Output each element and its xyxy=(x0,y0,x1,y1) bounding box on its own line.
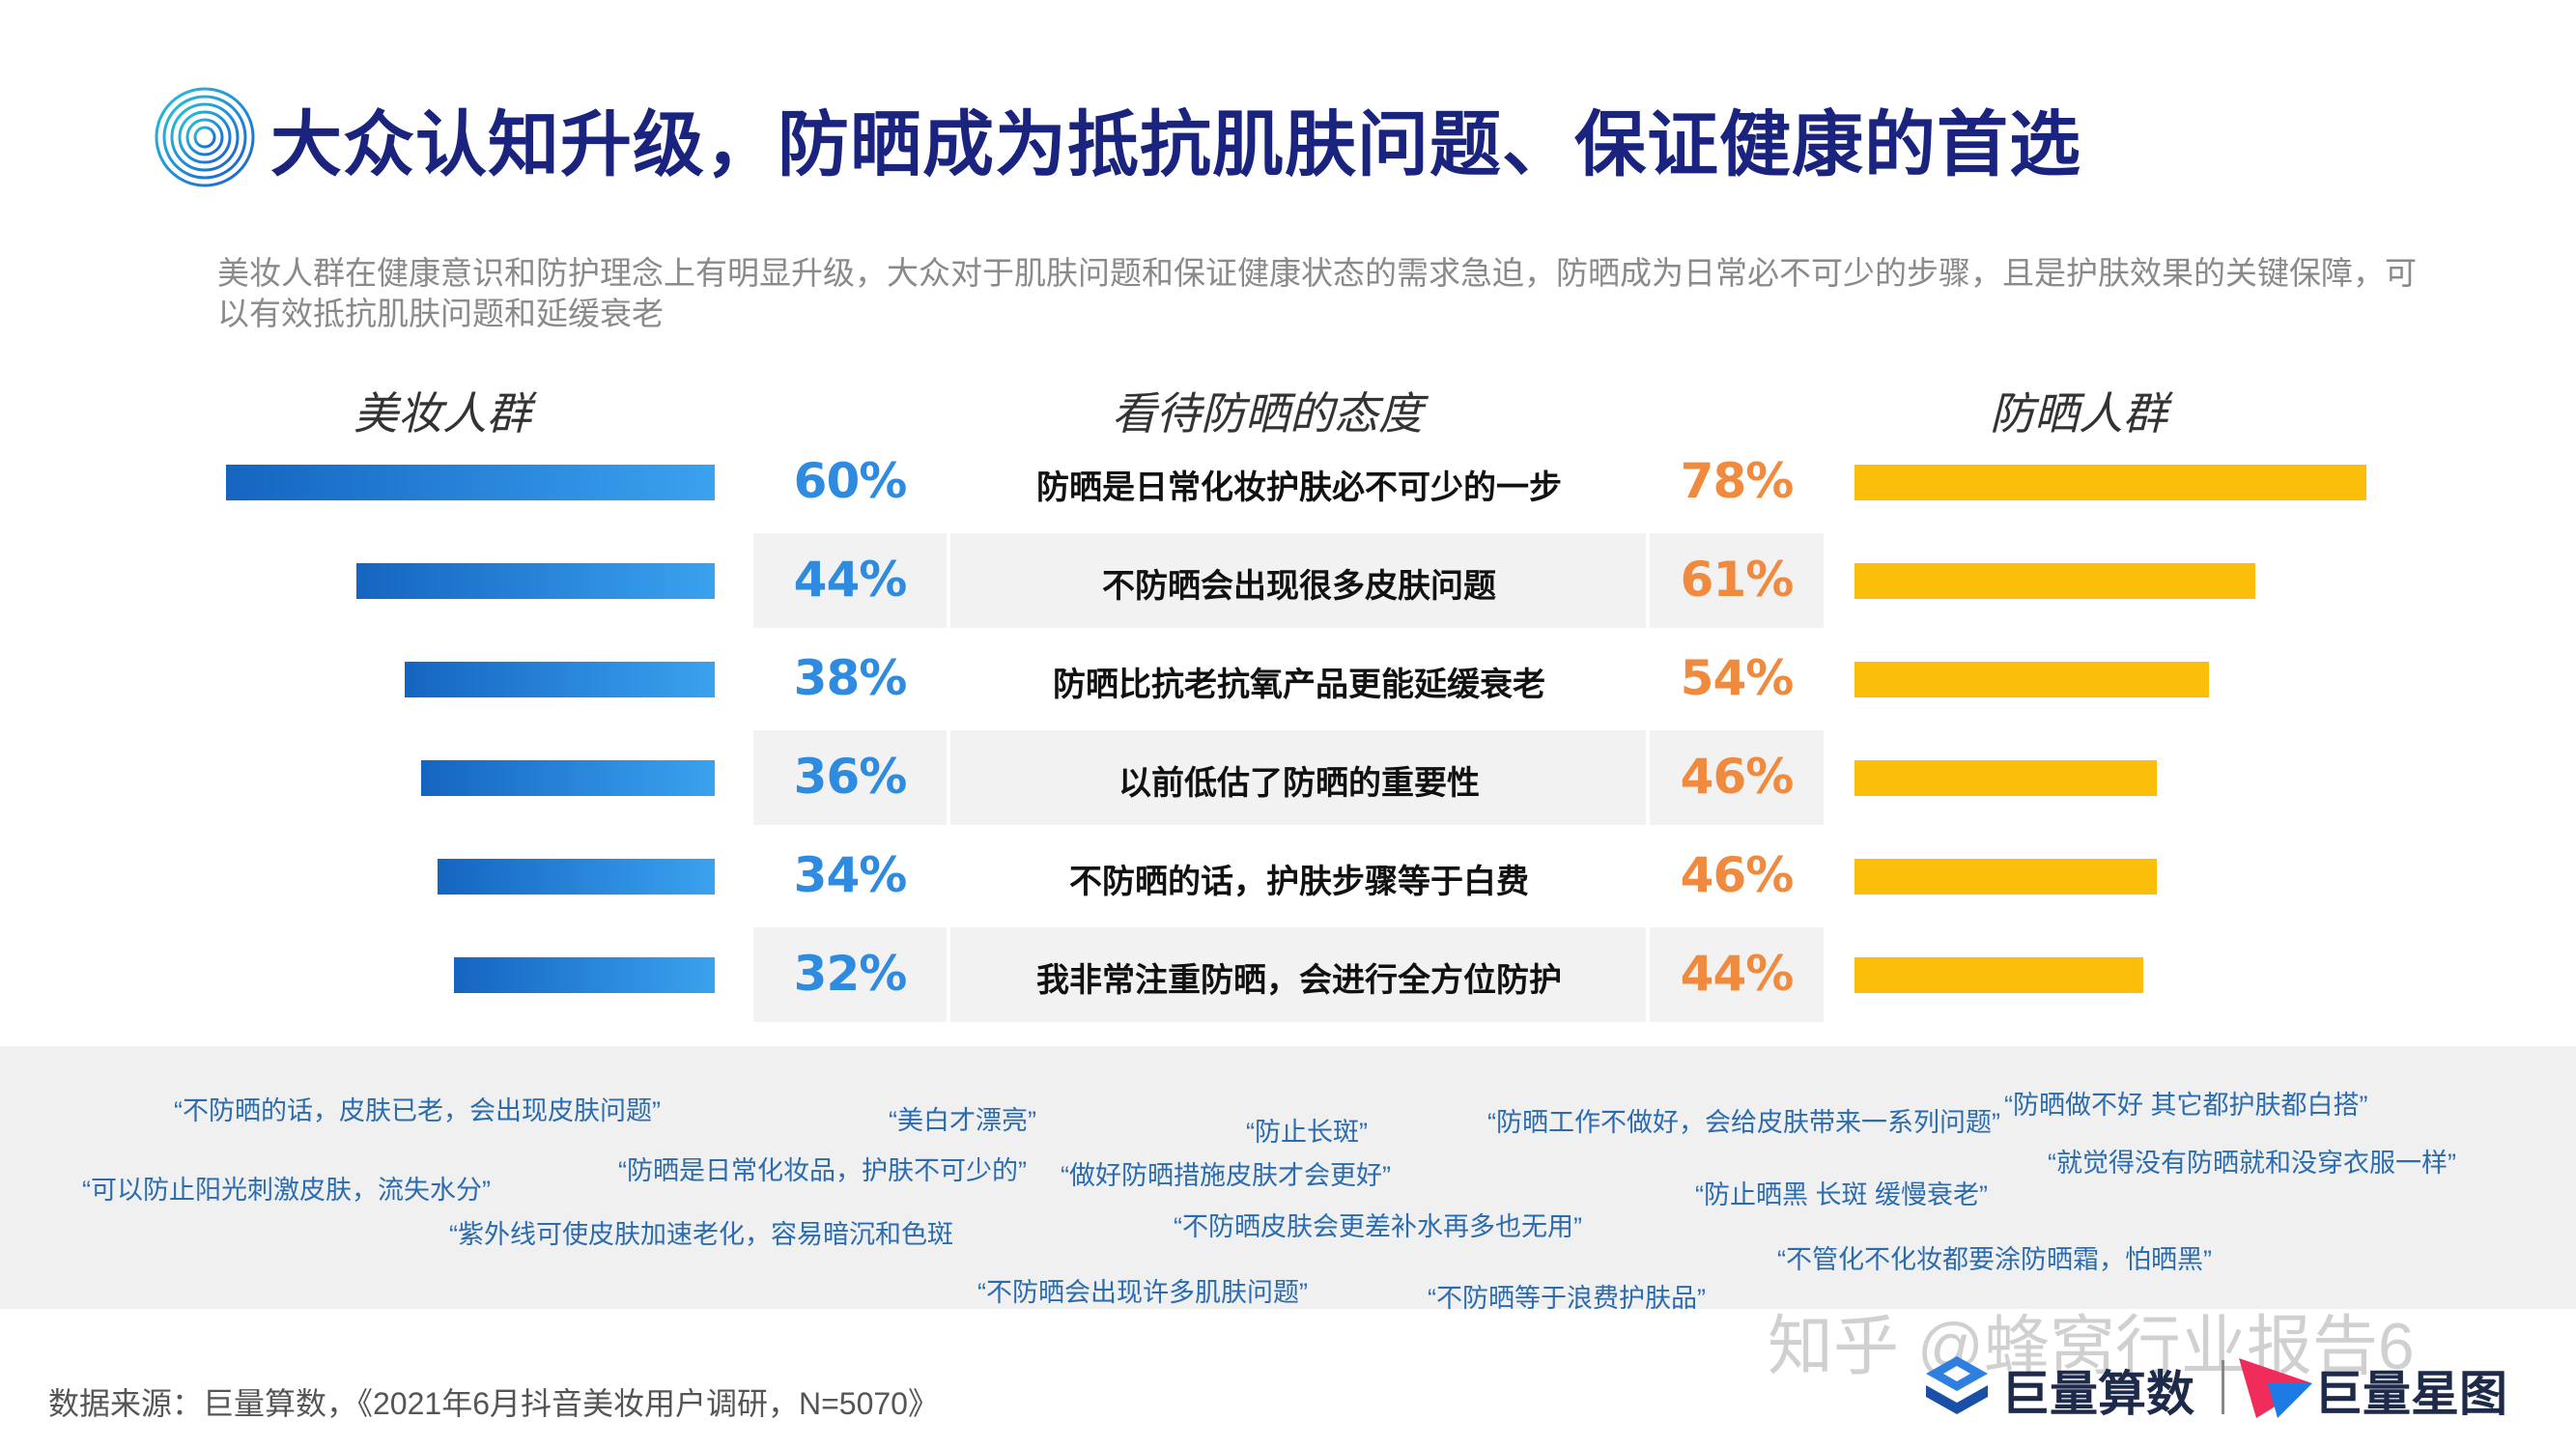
juliang-suanshu-logo-icon xyxy=(1926,1356,1988,1414)
juliang-xingtu-logo-icon xyxy=(2239,1358,2312,1418)
user-quote: “防止晒黑 长斑 缓慢衰老” xyxy=(1695,1180,1988,1209)
row-separator xyxy=(947,533,950,628)
column-header-attitude: 看待防晒的态度 xyxy=(1112,388,1423,439)
user-quote: “不防晒皮肤会更差补水再多也无用” xyxy=(1174,1212,1582,1241)
user-quote: “防晒是日常化妆品，护肤不可少的” xyxy=(618,1156,1027,1185)
bar-sunscreen-users xyxy=(1854,563,2255,599)
bar-beauty-users xyxy=(405,662,715,697)
row-separator xyxy=(1646,533,1650,628)
attitude-statement: 不防晒会出现很多皮肤问题 xyxy=(1102,568,1496,605)
row-background xyxy=(753,927,1824,1022)
page-subtitle: 美妆人群在健康意识和防护理念上有明显升级，大众对于肌肤问题和保证健康状态的需求急… xyxy=(217,255,2417,331)
brand-juliang-suanshu: 巨量算数 xyxy=(2001,1367,2194,1421)
value-label-beauty-users: 32% xyxy=(793,946,908,1002)
attitude-statement: 防晒是日常化妆护肤必不可少的一步 xyxy=(1036,469,1562,506)
concentric-logo-icon xyxy=(155,87,255,187)
row-separator xyxy=(1646,730,1650,825)
attitude-statement: 以前低估了防晒的重要性 xyxy=(1118,765,1480,802)
column-header-sunscreen-users: 防晒人群 xyxy=(1990,388,2167,439)
row-separator xyxy=(947,730,950,825)
user-quote: “防晒工作不做好，会给皮肤带来一系列问题” xyxy=(1487,1108,2000,1137)
user-quote: “防晒做不好 其它都护肤都白搭” xyxy=(2004,1091,2368,1120)
value-label-sunscreen-users: 61% xyxy=(1680,552,1795,608)
value-label-beauty-users: 34% xyxy=(793,847,908,903)
value-label-sunscreen-users: 54% xyxy=(1680,650,1795,706)
user-quote: “紫外线可使皮肤加速老化，容易暗沉和色斑 xyxy=(449,1220,953,1249)
user-quote: “不防晒的话，皮肤已老，会出现皮肤问题” xyxy=(174,1096,661,1125)
row-background xyxy=(753,730,1824,825)
value-label-beauty-users: 38% xyxy=(793,650,908,706)
bar-sunscreen-users xyxy=(1854,662,2210,697)
bar-beauty-users xyxy=(453,957,715,993)
user-quote: “不防晒会出现许多肌肤问题” xyxy=(977,1278,1308,1307)
user-quote: “不防晒等于浪费护肤品” xyxy=(1428,1284,1706,1313)
attitude-statement: 防晒比抗老抗氧产品更能延缓衰老 xyxy=(1053,667,1545,703)
bar-beauty-users xyxy=(355,563,715,599)
bar-beauty-users xyxy=(225,465,715,500)
row-separator xyxy=(947,927,950,1022)
value-label-sunscreen-users: 46% xyxy=(1680,749,1795,805)
column-header-beauty-users: 美妆人群 xyxy=(354,388,531,439)
bar-beauty-users xyxy=(421,760,715,796)
bar-sunscreen-users xyxy=(1854,465,2367,500)
user-quote: “美白才漂亮” xyxy=(889,1106,1036,1135)
value-label-sunscreen-users: 46% xyxy=(1680,847,1795,903)
bar-sunscreen-users xyxy=(1854,957,2144,993)
user-quote: “做好防晒措施皮肤才会更好” xyxy=(1061,1161,1391,1190)
user-quote: “就觉得没有防晒就和没穿衣服一样” xyxy=(2048,1149,2456,1178)
bar-beauty-users xyxy=(438,859,715,895)
bar-sunscreen-users xyxy=(1854,760,2157,796)
attitude-statement: 我非常注重防晒，会进行全方位防护 xyxy=(1036,962,1562,999)
bar-sunscreen-users xyxy=(1854,859,2157,895)
user-quote: “可以防止阳光刺激皮肤，流失水分” xyxy=(82,1176,491,1205)
watermark: 知乎 @蜂窝行业报告6 xyxy=(1768,1310,2415,1383)
user-quote: “防止长斑” xyxy=(1246,1118,1368,1147)
row-background xyxy=(753,533,1824,628)
brand-divider xyxy=(2222,1360,2224,1414)
value-label-sunscreen-users: 78% xyxy=(1680,453,1795,509)
value-label-beauty-users: 36% xyxy=(793,749,908,805)
user-quote: “不管化不化妆都要涂防晒霜，怕晒黑” xyxy=(1777,1245,2212,1274)
attitude-statement: 不防晒的话，护肤步骤等于白费 xyxy=(1069,864,1529,900)
brand-juliang-xingtu: 巨量星图 xyxy=(2314,1367,2507,1421)
value-label-beauty-users: 60% xyxy=(793,453,908,509)
value-label-sunscreen-users: 44% xyxy=(1680,946,1795,1002)
value-label-beauty-users: 44% xyxy=(793,552,908,608)
page-title: 大众认知升级，防晒成为抵抗肌肤问题、保证健康的首选 xyxy=(270,104,2081,185)
row-separator xyxy=(1646,927,1650,1022)
user-quotes-band xyxy=(0,1046,2576,1309)
data-source-note: 数据来源：巨量算数，《2021年6月抖音美妆用户调研，N=5070》 xyxy=(48,1386,939,1421)
